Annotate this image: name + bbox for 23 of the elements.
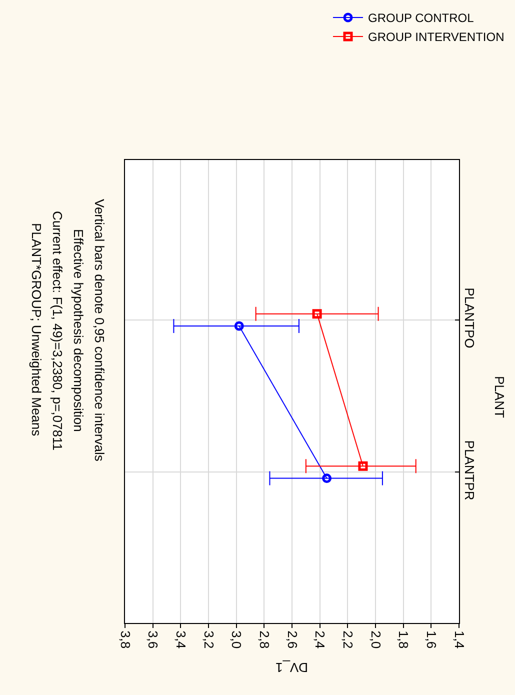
x-tick-label: 1,8 — [396, 630, 412, 649]
x-tick-label: 1,4 — [452, 630, 467, 649]
x-tick-label: 2,2 — [340, 630, 356, 649]
x-tick-label: 2,4 — [312, 630, 328, 649]
x-tick-label: 3,4 — [173, 630, 188, 649]
text: PLANT*GROUP; Unweighted Means — [29, 223, 44, 437]
x-tick-label: 2,8 — [256, 630, 272, 649]
legend-label: GROUP INTERVENTION — [368, 30, 504, 44]
x-tick-label: 3,6 — [146, 630, 161, 649]
y-tick-label: PLANTPO — [462, 288, 478, 348]
x-axis-title: DV_1 — [275, 660, 308, 675]
x-tick-label: 3,8 — [118, 630, 133, 649]
x-tick-label: 3,0 — [229, 630, 244, 649]
x-tick-label: 1,6 — [424, 630, 439, 649]
text: Vertical bars denote 0,95 confidence intervals — [92, 199, 107, 462]
text: Effective hypothesis decomposition — [71, 229, 86, 432]
legend-label: GROUP CONTROL — [368, 11, 474, 26]
x-tick-label: 2,0 — [368, 630, 384, 649]
x-tick-label: 2,6 — [284, 630, 300, 649]
text: Current effect: F(1, 49)=3,2380, p=,07811 — [50, 211, 65, 450]
y-axis-title: PLANT — [492, 376, 507, 418]
x-tick-label: 3,2 — [201, 630, 216, 649]
y-tick-label: PLANTPR — [462, 440, 478, 500]
